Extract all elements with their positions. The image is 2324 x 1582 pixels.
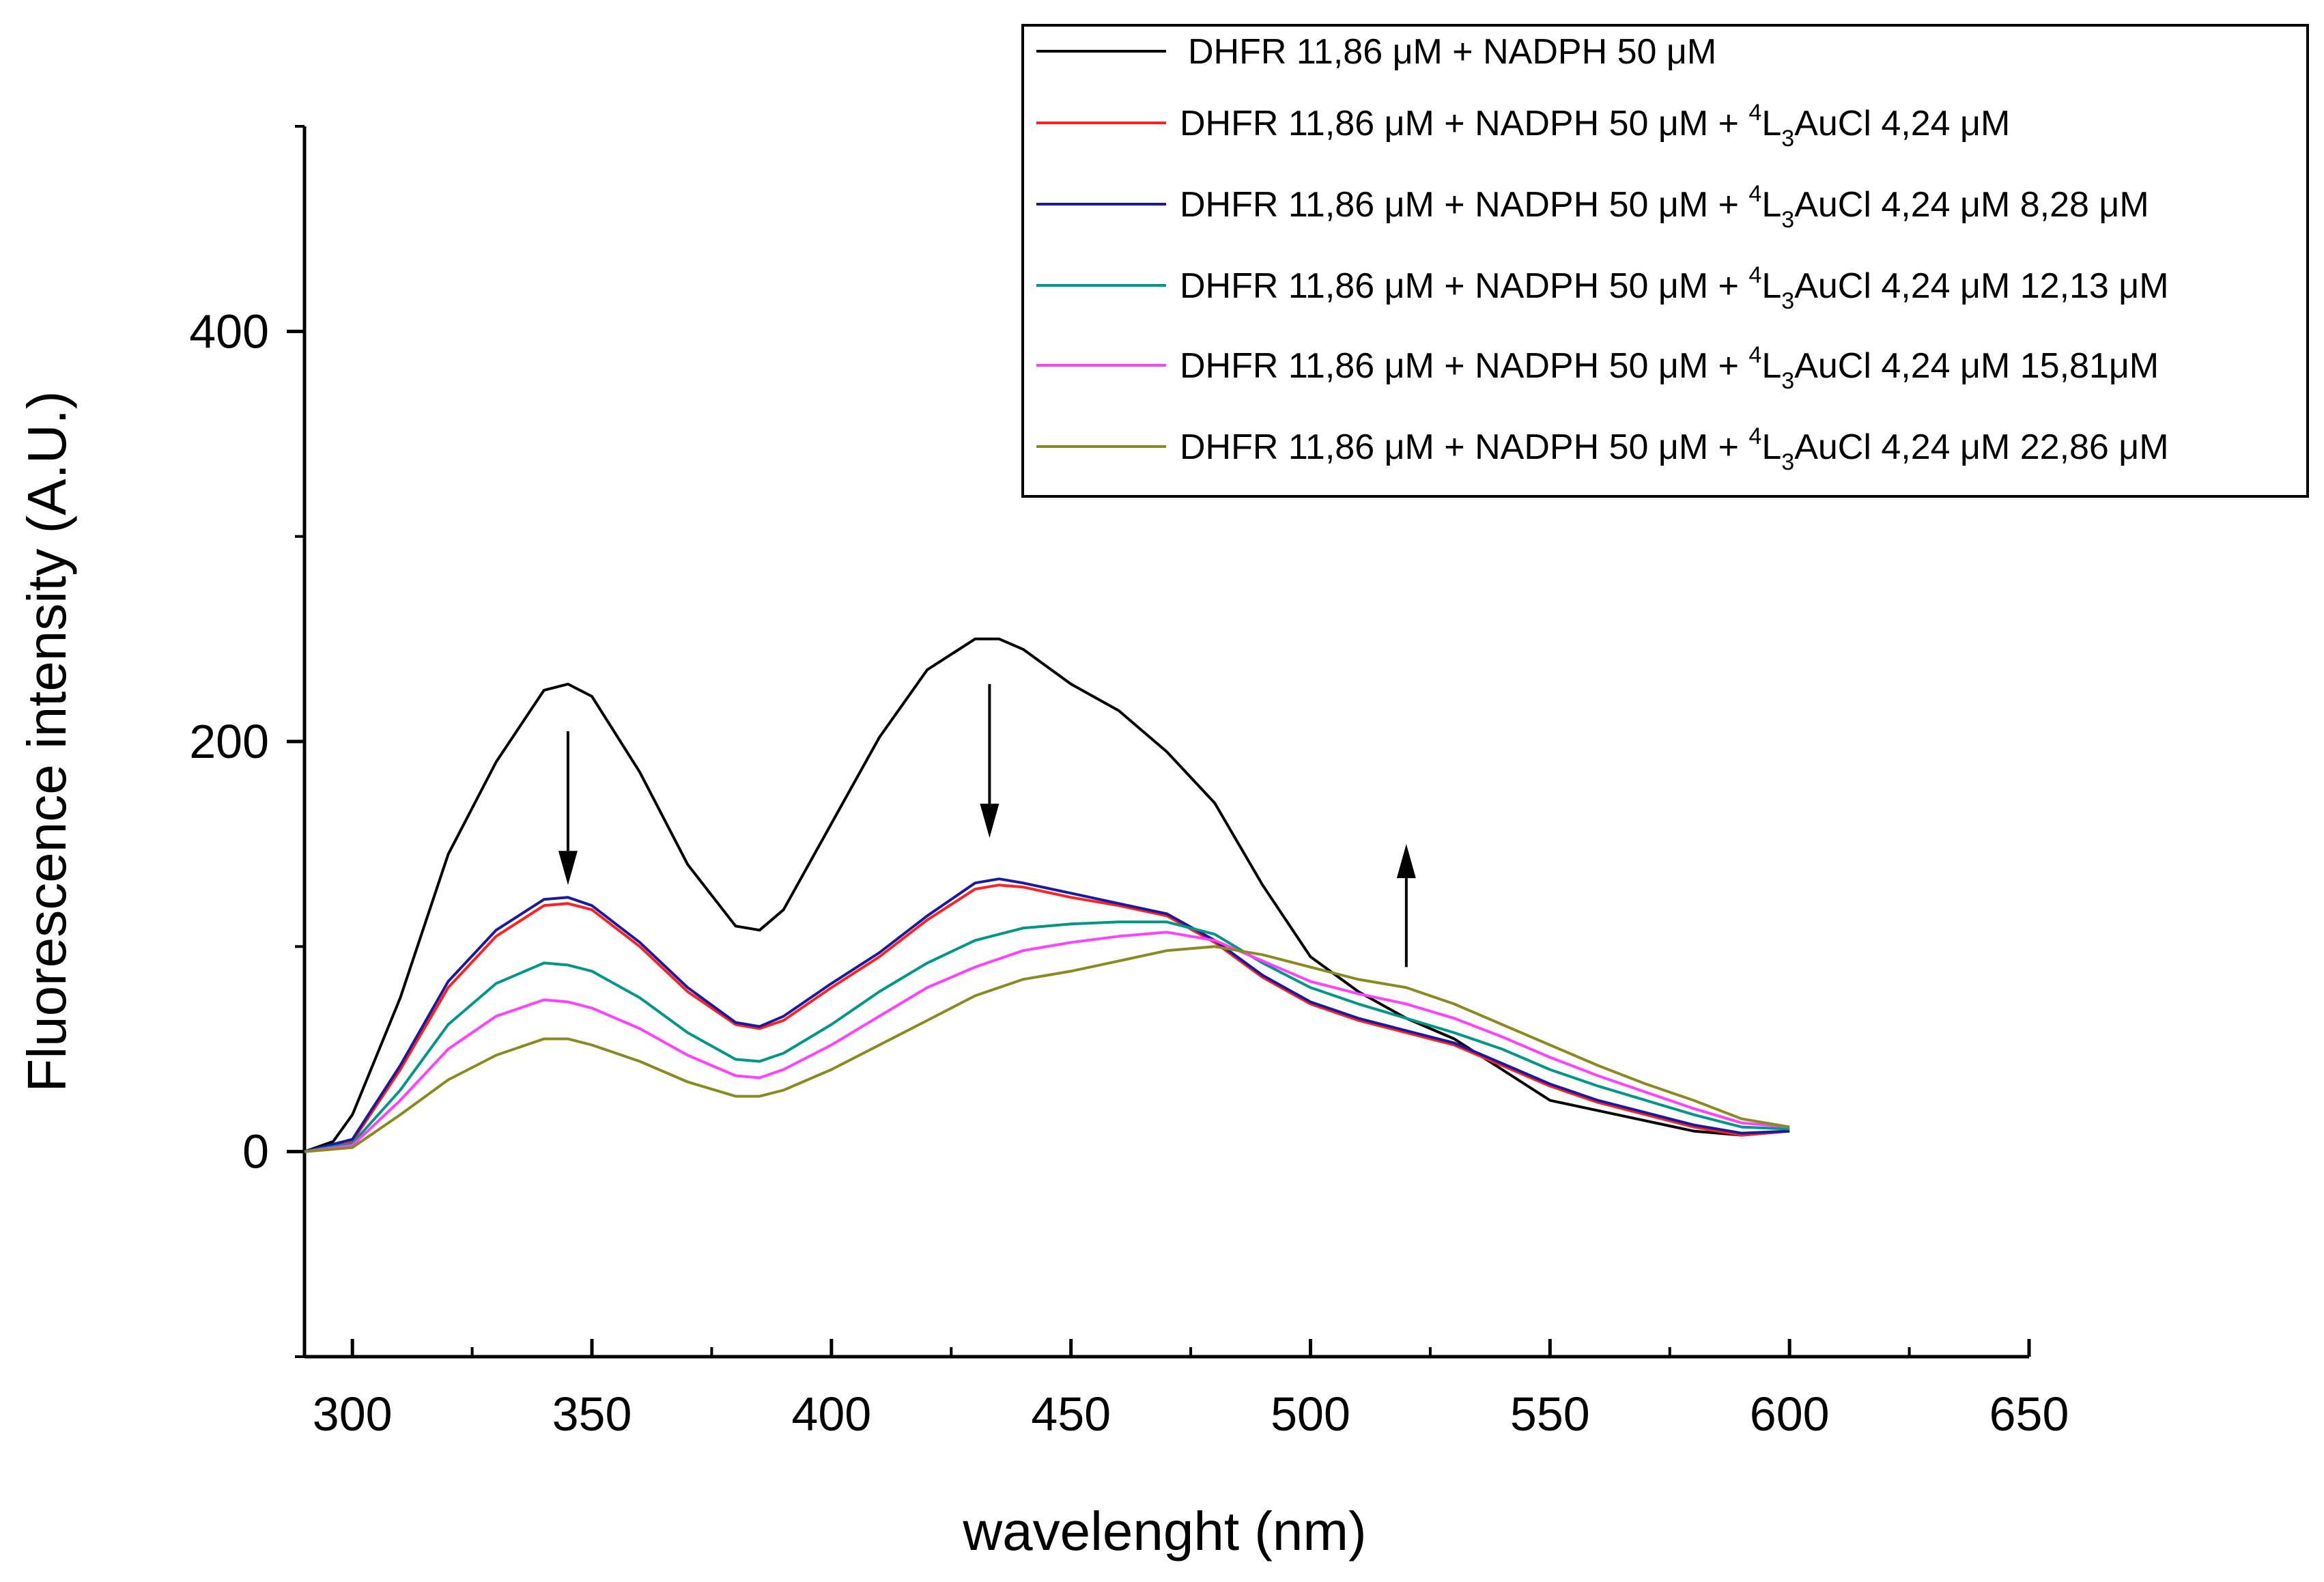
legend-label-mid: L [1761,266,1781,306]
legend-label-before: DHFR 11,86 μM + NADPH 50 μM [1188,32,1716,72]
legend-label-mid: L [1761,104,1781,143]
legend-label-sup: 4 [1748,262,1761,288]
y-ticks: 0 200 400 [189,125,304,1358]
legend-box [1021,24,2309,498]
legend-label-sup: 4 [1748,423,1761,449]
legend-label-after: AuCl 4,24 μM 22,86 μM [1794,427,2168,467]
legend-label: DHFR 11,86 μM + NADPH 50 μM + 4L3AuCl 4,… [1180,181,2149,233]
legend: DHFR 11,86 μM + NADPH 50 μM DHFR 11,86 μM… [1021,24,2309,498]
legend-label-before: DHFR 11,86 μM + NADPH 50 μM + [1180,266,1748,306]
x-tick-label: 350 [552,1387,632,1441]
series-line-3 [304,877,1790,1153]
legend-label-sup: 4 [1748,342,1761,368]
legend-label: DHFR 11,86 μM + NADPH 50 μM + 4L3AuCl 4,… [1180,423,2169,475]
x-tick-label: 450 [1031,1387,1111,1441]
annotation-arrows [558,683,1416,967]
legend-label-before: DHFR 11,86 μM + NADPH 50 μM + [1180,427,1748,467]
legend-entry-3: DHFR 11,86 μM + NADPH 50 μM + 4L3AuCl 4,… [1036,181,2149,233]
arrow-annotation-down-1 [558,731,578,886]
x-tick-label: 300 [313,1387,393,1441]
legend-label-after: AuCl 4,24 μM 8,28 μM [1794,185,2149,225]
legend-label-after: AuCl 4,24 μM 12,13 μM [1794,266,2168,306]
series-line-5 [304,931,1790,1153]
legend-label-after: AuCl 4,24 μM [1794,104,2010,143]
legend-entry-2: DHFR 11,86 μM + NADPH 50 μM + 4L3AuCl 4,… [1036,100,2010,152]
legend-label: DHFR 11,86 μM + NADPH 50 μM + 4L3AuCl 4,… [1180,262,2169,314]
legend-label: DHFR 11,86 μM + NADPH 50 μM [1188,32,1716,72]
legend-label-mid: L [1761,427,1781,467]
legend-label-before: DHFR 11,86 μM + NADPH 50 μM + [1180,346,1748,386]
legend-label-before: DHFR 11,86 μM + NADPH 50 μM + [1180,185,1748,225]
legend-label-sub: 3 [1781,288,1794,314]
legend-label-mid: L [1761,185,1781,225]
y-axis-title: Fluorescence intensity (A.U.) [16,391,77,1092]
series-lines [304,637,1790,1153]
legend-label-sub: 3 [1781,207,1794,233]
series-line-1 [304,637,1790,1153]
arrow-annotation-up-3 [1396,844,1416,967]
legend-label-sub: 3 [1781,126,1794,152]
legend-entry-5: DHFR 11,86 μM + NADPH 50 μM + 4L3AuCl 4,… [1036,342,2159,394]
legend-entries: DHFR 11,86 μM + NADPH 50 μM DHFR 11,86 μM… [1036,32,2169,475]
arrow-annotation-down-2 [980,683,1000,838]
legend-entry-1: DHFR 11,86 μM + NADPH 50 μM [1036,32,1716,72]
legend-label-sup: 4 [1748,181,1761,207]
legend-label: DHFR 11,86 μM + NADPH 50 μM + 4L3AuCl 4,… [1180,100,2010,152]
legend-label-sub: 3 [1781,449,1794,475]
x-tick-label: 500 [1271,1387,1350,1441]
legend-label-before: DHFR 11,86 μM + NADPH 50 μM + [1180,104,1748,143]
legend-entry-4: DHFR 11,86 μM + NADPH 50 μM + 4L3AuCl 4,… [1036,262,2169,314]
legend-label-sup: 4 [1748,100,1761,126]
series-line-6 [304,945,1790,1153]
x-tick-label: 400 [791,1387,871,1441]
x-ticks: 300 350 400 450 500 550 600 650 [313,1339,2069,1441]
legend-label-mid: L [1761,346,1781,386]
plot-area: 300 350 400 450 500 550 600 650 0 200 400 [189,125,2069,1441]
x-tick-label: 600 [1750,1387,1830,1441]
x-axis-title: wavelenght (nm) [962,1501,1366,1562]
x-tick-label: 550 [1510,1387,1590,1441]
legend-label-after: AuCl 4,24 μM 15,81μM [1794,346,2159,386]
y-tick-label: 200 [189,715,269,768]
x-tick-label: 650 [1989,1387,2069,1441]
series-line-2 [304,884,1790,1153]
legend-label: DHFR 11,86 μM + NADPH 50 μM + 4L3AuCl 4,… [1180,342,2159,394]
legend-label-sub: 3 [1781,368,1794,394]
series-line-4 [304,920,1790,1153]
y-tick-label: 400 [189,305,269,358]
y-tick-label: 0 [242,1125,269,1178]
legend-entry-6: DHFR 11,86 μM + NADPH 50 μM + 4L3AuCl 4,… [1036,423,2169,475]
